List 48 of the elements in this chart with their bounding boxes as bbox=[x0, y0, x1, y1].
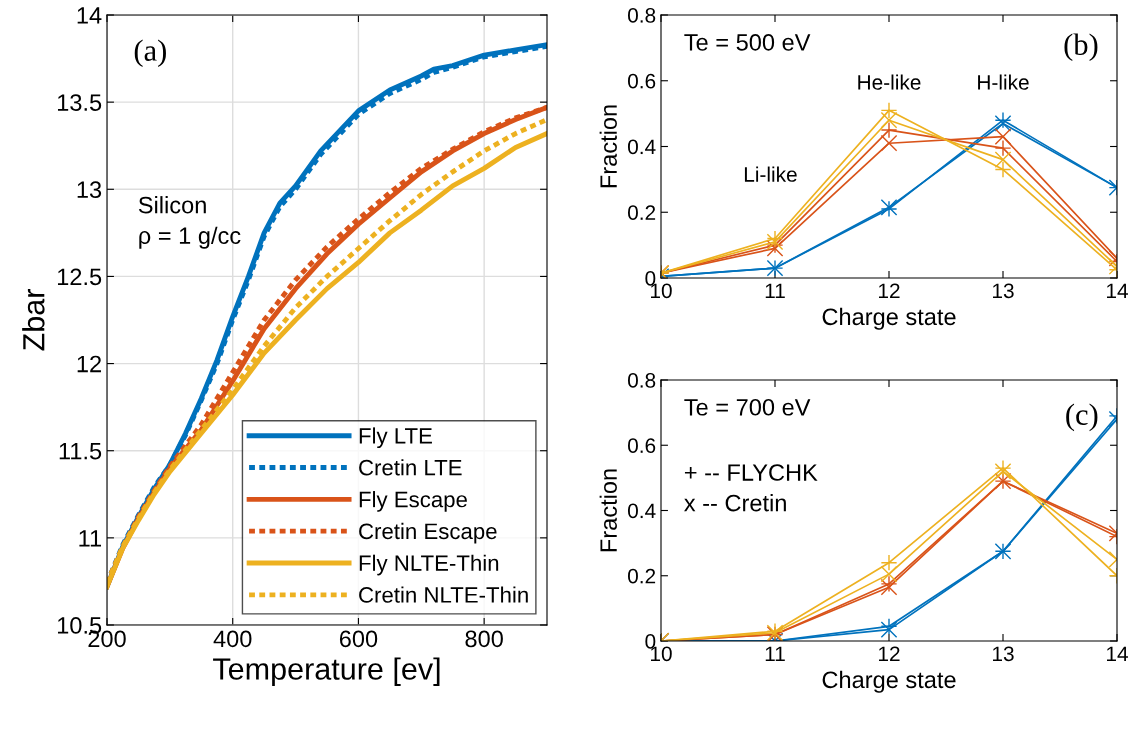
y-tick-label: 0.2 bbox=[627, 205, 656, 220]
y-axis-title: Fraction bbox=[599, 469, 617, 552]
legend-label: Fly LTE bbox=[359, 427, 432, 449]
x-tick-label: 13 bbox=[993, 283, 1014, 299]
y-axis-title: Fraction bbox=[599, 105, 617, 188]
x-tick-label: 800 bbox=[465, 630, 503, 648]
x-tick-label: 14 bbox=[1107, 283, 1128, 298]
legend-label: Cretin LTE bbox=[359, 459, 462, 476]
legend-label: Fly Escape bbox=[359, 491, 467, 512]
y-tick-label: 0.8 bbox=[627, 8, 656, 23]
x-tick-label: 12 bbox=[879, 283, 900, 298]
y-tick-label: 0.8 bbox=[627, 373, 656, 388]
annotation: He-like bbox=[858, 74, 921, 90]
annotation: Te = 700 eV bbox=[684, 398, 811, 416]
annotation: (c) bbox=[1066, 403, 1098, 432]
legend-label: Fly NLTE-Thin bbox=[359, 554, 499, 576]
annotation: (a) bbox=[134, 39, 166, 68]
x-axis-title: Temperature [ev] bbox=[213, 657, 440, 686]
annotation: Silicon ρ = 1 g/cc bbox=[138, 196, 241, 249]
annotation: Te = 500 eV bbox=[684, 34, 811, 51]
y-tick-label: 11.5 bbox=[59, 443, 102, 460]
x-tick-label: 12 bbox=[879, 646, 900, 661]
x-tick-label: 11 bbox=[765, 283, 785, 298]
y-tick-label: 12.5 bbox=[57, 268, 102, 286]
annotation: (b) bbox=[1064, 33, 1098, 62]
x-axis-title: Charge state bbox=[822, 307, 956, 330]
y-axis-title: Zbar bbox=[22, 289, 45, 351]
annotation: + -- FLYCHK x -- Cretin bbox=[684, 464, 818, 512]
x-axis-title: Charge state bbox=[822, 670, 956, 693]
y-tick-label: 12 bbox=[77, 355, 101, 373]
annotation: H-like bbox=[978, 74, 1029, 90]
y-tick-label: 13.5 bbox=[57, 94, 102, 111]
y-tick-label: 11 bbox=[79, 530, 101, 547]
x-tick-label: 13 bbox=[993, 646, 1014, 662]
y-tick-label: 0.6 bbox=[627, 73, 656, 89]
legend-label: Cretin NLTE-Thin bbox=[359, 586, 528, 603]
y-tick-label: 14 bbox=[77, 7, 102, 24]
y-tick-label: 0.4 bbox=[627, 503, 656, 519]
x-tick-label: 14 bbox=[1107, 646, 1128, 661]
legend-label: Cretin Escape bbox=[359, 522, 497, 544]
y-tick-label: 0.2 bbox=[627, 568, 656, 584]
y-tick-label: 13 bbox=[77, 181, 102, 199]
x-tick-label: 400 bbox=[213, 630, 252, 648]
x-tick-label: 600 bbox=[339, 630, 378, 648]
x-tick-label: 11 bbox=[765, 646, 785, 661]
annotation: Li-like bbox=[744, 166, 797, 182]
y-tick-label: 0.4 bbox=[627, 139, 656, 155]
y-tick-label: 0.6 bbox=[627, 438, 656, 453]
